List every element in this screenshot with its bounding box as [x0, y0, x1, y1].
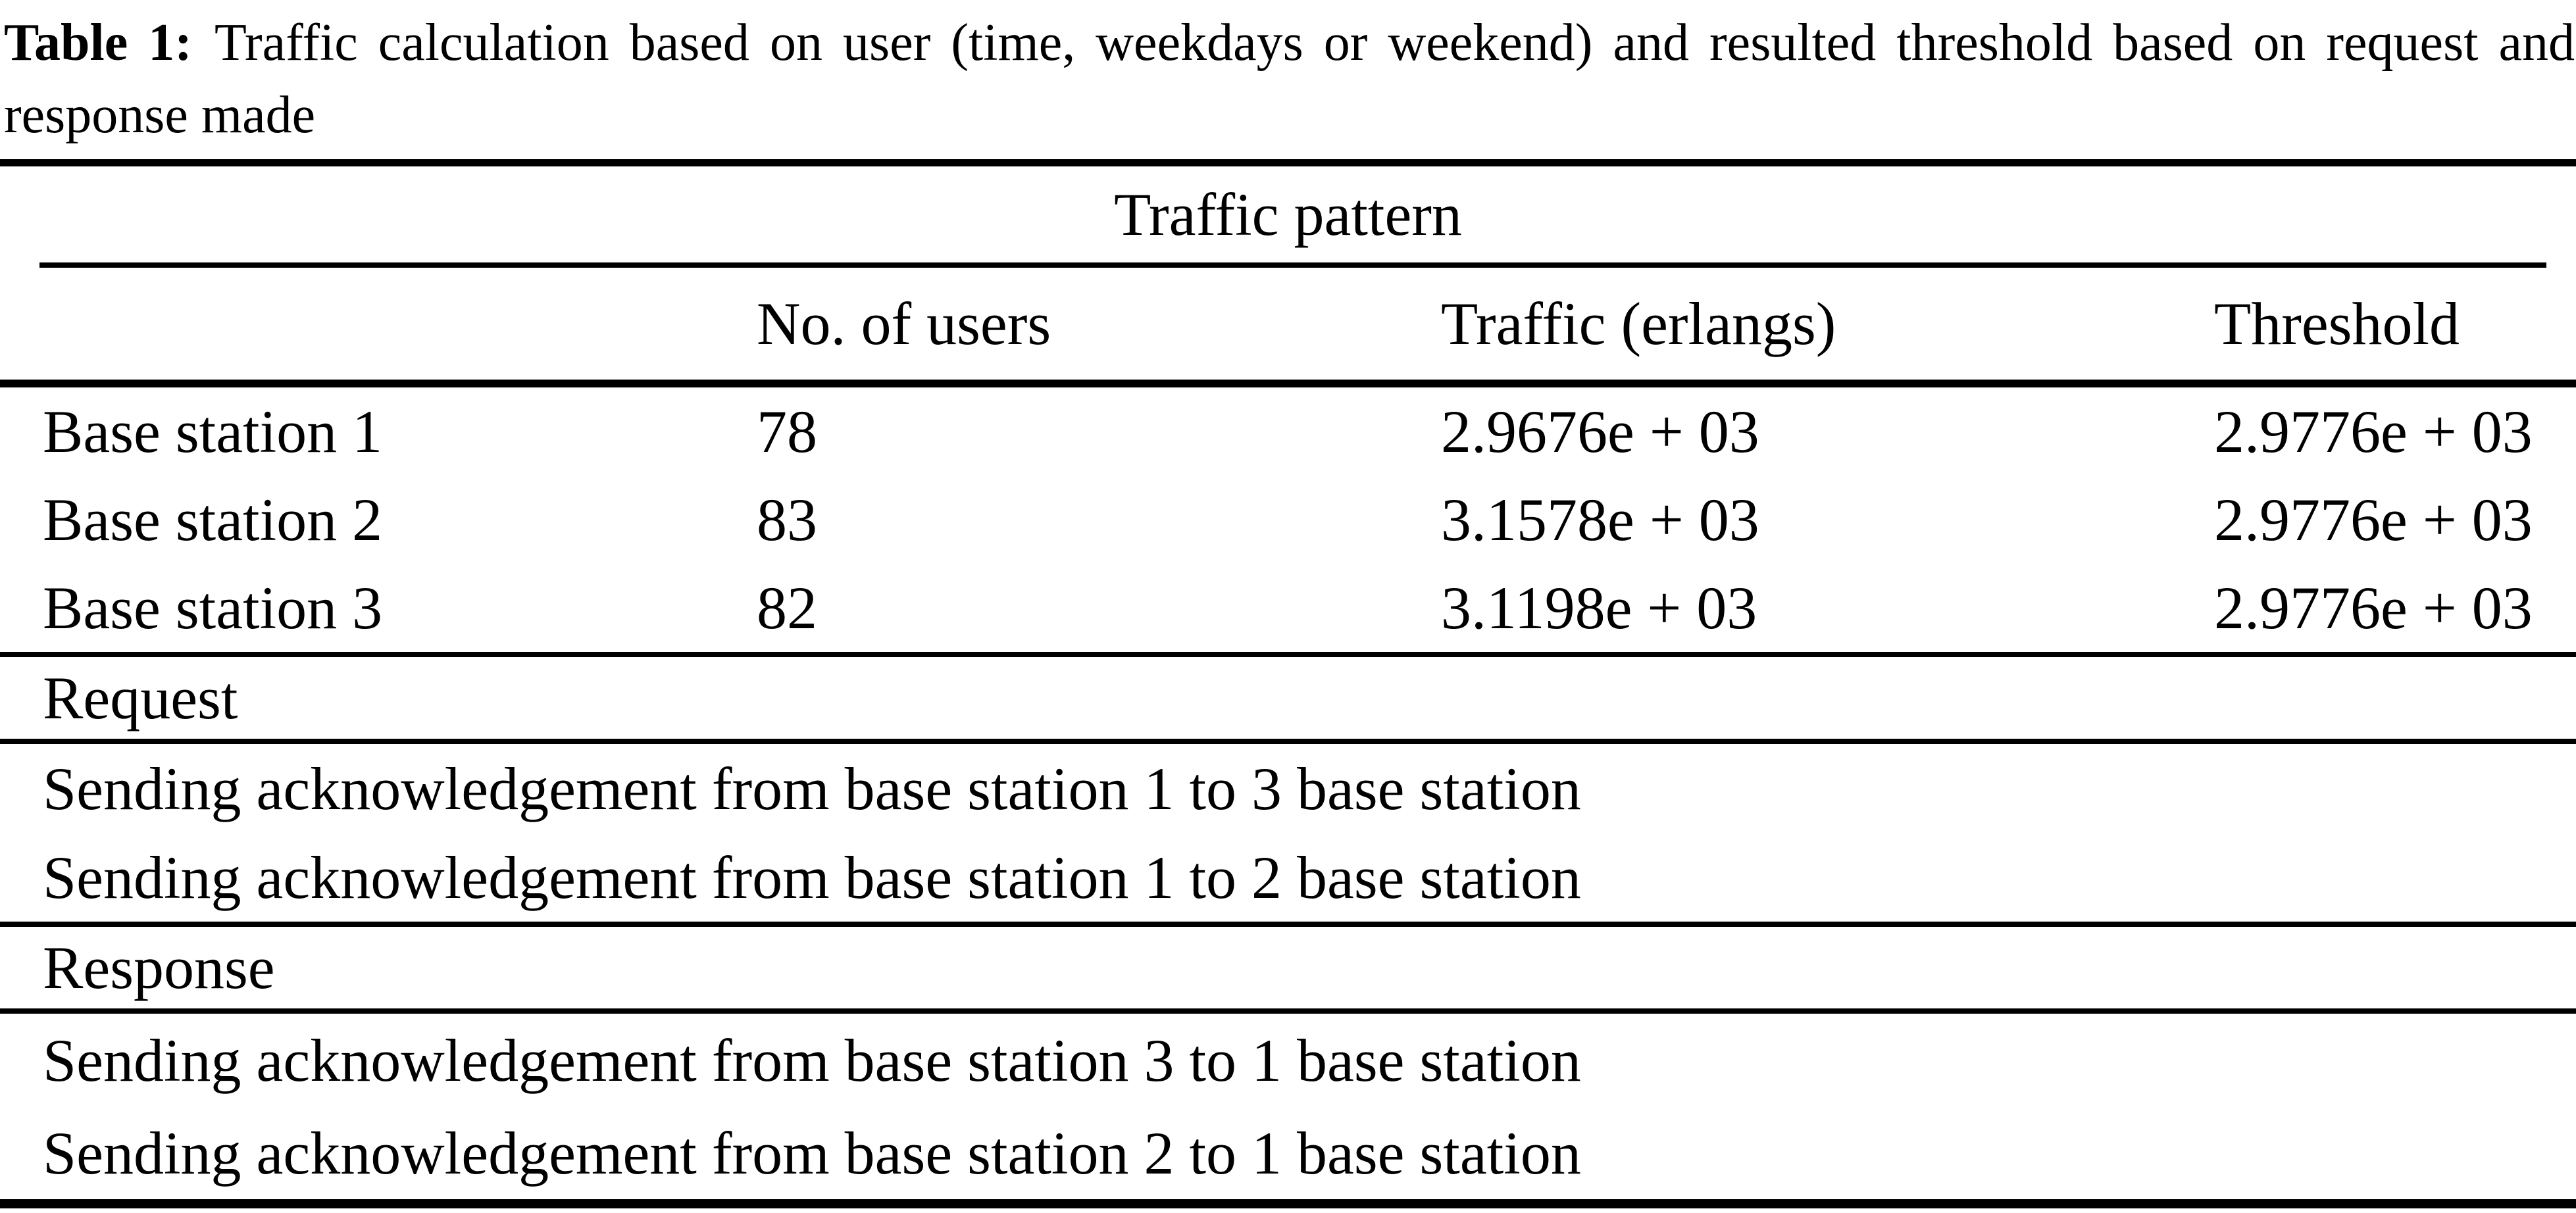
response-section-separator-rule — [0, 1008, 2576, 1014]
users-value: 78 — [757, 398, 817, 465]
column-header-row: No. of users Traffic (erlangs) Threshold — [0, 268, 2576, 380]
request-message: Sending acknowledgement from base statio… — [43, 755, 1581, 822]
table-caption: Table 1: Traffic calculation based on use… — [0, 0, 2576, 159]
row-label: Base station 2 — [43, 486, 383, 553]
response-message: Sending acknowledgement from base statio… — [43, 1119, 1581, 1187]
threshold-value: 2.9776e + 03 — [2214, 398, 2533, 465]
response-section-label: Response — [43, 934, 275, 1001]
threshold-value: 2.9776e + 03 — [2214, 574, 2533, 641]
request-section-top-rule — [0, 652, 2576, 657]
traffic-value: 2.9676e + 03 — [1441, 398, 1759, 465]
table-row: Base station 3 82 3.1198e + 03 2.9776e +… — [0, 564, 2576, 652]
traffic-value: 3.1578e + 03 — [1441, 486, 1759, 553]
response-message: Sending acknowledgement from base statio… — [43, 1026, 1581, 1094]
table-row: Base station 1 78 2.9676e + 03 2.9776e +… — [0, 387, 2576, 476]
request-section-label: Request — [43, 664, 238, 731]
threshold-value: 2.9776e + 03 — [2214, 486, 2533, 553]
table-top-rule — [0, 159, 2576, 166]
column-header-threshold: Threshold — [2214, 290, 2460, 357]
table-caption-text: Traffic calculation based on user (time,… — [4, 14, 2575, 144]
users-value: 83 — [757, 486, 817, 553]
users-value: 82 — [757, 574, 817, 641]
row-label: Base station 1 — [43, 398, 383, 465]
traffic-value: 3.1198e + 03 — [1441, 574, 1757, 641]
table-bottom-rule — [0, 1199, 2576, 1208]
request-section-separator-rule — [0, 739, 2576, 744]
table-row: Base station 2 83 3.1578e + 03 2.9776e +… — [0, 476, 2576, 564]
header-separator-rule — [0, 380, 2576, 387]
group-header-rule — [39, 262, 2546, 268]
column-header-traffic: Traffic (erlangs) — [1441, 290, 1836, 357]
request-message: Sending acknowledgement from base statio… — [43, 843, 1581, 911]
column-header-users: No. of users — [757, 290, 1051, 357]
traffic-pattern-group-header: Traffic pattern — [1114, 181, 1462, 248]
table-caption-label: Table 1: — [4, 14, 192, 72]
response-section-top-rule — [0, 922, 2576, 927]
row-label: Base station 3 — [43, 574, 383, 641]
